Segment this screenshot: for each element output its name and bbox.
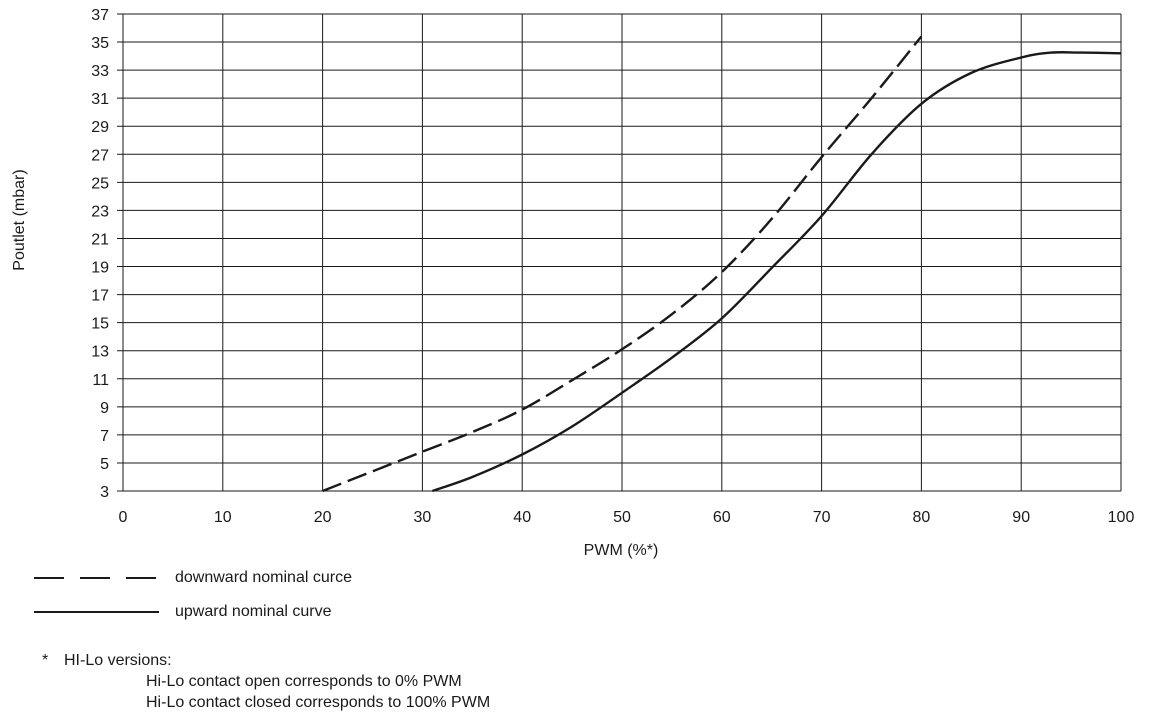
legend-label-upward: upward nominal curve <box>175 603 332 620</box>
tick-labels: 0 10 20 30 40 50 60 70 80 90 100357911131517192123… <box>91 7 1134 526</box>
x-tick-label: 90 <box>1012 509 1030 526</box>
downward-curve-line <box>322 35 923 493</box>
y-tick-label: 15 <box>91 316 109 333</box>
x-tick-label: 30 <box>414 509 432 526</box>
x-tick-label: 100 <box>1108 509 1135 526</box>
y-tick-label: 29 <box>91 119 109 136</box>
y-tick-label: 5 <box>100 456 109 473</box>
footnote-marker: * <box>42 652 49 669</box>
pwm-pressure-chart: 0 10 20 30 40 50 60 70 80 90 100357911131517192123… <box>11 7 1134 559</box>
x-tick-label: 10 <box>214 509 232 526</box>
grid <box>117 13 1122 492</box>
y-tick-label: 31 <box>91 91 109 108</box>
y-tick-label: 11 <box>92 372 109 389</box>
footnote-line-closed: Hi-Lo contact closed corresponds to 100%… <box>146 694 491 711</box>
y-tick-label: 33 <box>91 63 109 80</box>
y-tick-label: 21 <box>91 231 109 248</box>
dashed-line-swatch <box>34 577 159 579</box>
legend-label-downward: downward nominal curce <box>175 569 352 586</box>
upward-curve-line <box>432 51 1122 493</box>
y-tick-label: 13 <box>91 344 109 361</box>
y-tick-label: 7 <box>100 428 109 445</box>
x-tick-label: 0 <box>119 509 128 526</box>
footnote-line-open: Hi-Lo contact open corresponds to 0% PWM <box>146 673 462 690</box>
x-tick-label: 70 <box>813 509 831 526</box>
series-lines <box>322 35 1122 493</box>
y-tick-label: 3 <box>100 484 109 501</box>
footnote: * HI-Lo versions: Hi-Lo contact open cor… <box>42 650 490 713</box>
y-tick-label: 17 <box>91 288 109 305</box>
y-tick-label: 19 <box>91 260 109 277</box>
y-tick-label: 23 <box>91 203 109 220</box>
y-tick-label: 35 <box>91 35 109 52</box>
x-axis-label: PWM (%*) <box>584 542 659 559</box>
footnote-title: HI-Lo versions: <box>64 652 172 669</box>
x-tick-label: 40 <box>513 509 531 526</box>
x-tick-label: 60 <box>713 509 731 526</box>
x-tick-label: 50 <box>613 509 631 526</box>
solid-line-swatch <box>34 611 159 613</box>
y-tick-label: 25 <box>91 175 109 192</box>
y-tick-label: 9 <box>100 400 109 417</box>
y-tick-label: 37 <box>91 7 109 24</box>
legend-item-downward: downward nominal curce <box>34 567 352 589</box>
y-axis-label: Poutlet (mbar) <box>11 169 28 270</box>
legend-item-upward: upward nominal curve <box>34 601 332 623</box>
y-tick-label: 27 <box>91 147 109 164</box>
x-tick-label: 80 <box>913 509 931 526</box>
x-tick-label: 20 <box>314 509 332 526</box>
